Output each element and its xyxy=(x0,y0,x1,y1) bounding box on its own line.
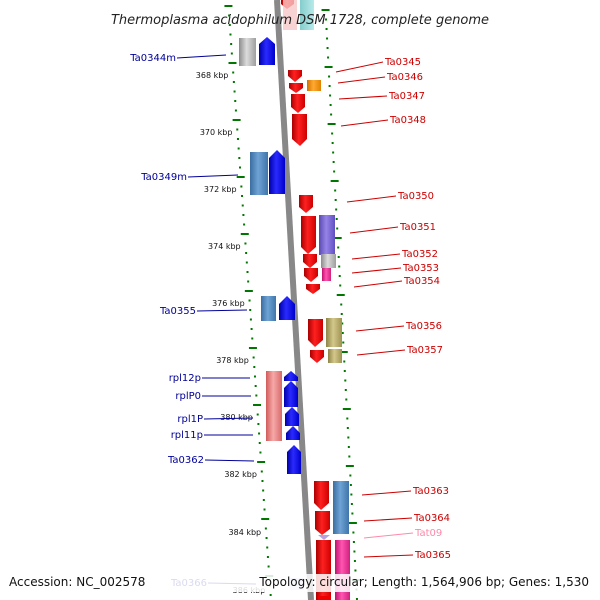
gene-rpl1p[interactable] xyxy=(285,407,299,426)
gene-ta0353-annotation[interactable] xyxy=(322,268,331,281)
right-gene-label[interactable]: Ta0345 xyxy=(384,57,421,68)
left-label-leader xyxy=(187,174,239,178)
gene-ta0357-annotation[interactable] xyxy=(328,349,342,363)
scale-tick-label: 376 kbp xyxy=(212,299,245,308)
left-label-leader xyxy=(204,459,255,462)
right-gene-label[interactable]: Ta0352 xyxy=(401,249,438,260)
gene-ta0347[interactable] xyxy=(291,94,305,113)
right-label-leader xyxy=(335,61,384,73)
right-label-leader xyxy=(363,517,413,522)
left-gene-label[interactable]: Ta0344m xyxy=(129,53,176,64)
gene-ta0356-annotation[interactable] xyxy=(326,318,342,347)
right-gene-label[interactable]: Ta0350 xyxy=(397,191,434,202)
scale-tick-label: 370 kbp xyxy=(200,128,233,137)
gene-ta0363[interactable] xyxy=(314,481,329,510)
right-gene-label[interactable]: Ta0347 xyxy=(388,91,425,102)
gene-partial-top-pink[interactable] xyxy=(283,0,297,30)
right-label-leader xyxy=(355,325,405,332)
right-gene-label[interactable]: Ta0353 xyxy=(402,263,439,274)
gene-partial-top-cyan[interactable] xyxy=(300,0,314,30)
gene-ta0353[interactable] xyxy=(304,268,318,282)
scale-tick-label: 368 kbp xyxy=(196,71,229,80)
right-label-leader xyxy=(337,76,386,84)
left-label-leader xyxy=(196,309,248,312)
scale-tick-label: 372 kbp xyxy=(204,185,237,194)
right-label-leader xyxy=(340,119,389,127)
left-label-leader xyxy=(176,54,227,59)
gene-labels: Ta0344m Ta0349m Ta0355 rpl12p rplP0 rpl1P rpl1… xyxy=(129,53,451,589)
gene-ta0351-annotation[interactable] xyxy=(319,215,335,255)
scale-tick-label: 384 kbp xyxy=(229,528,262,537)
right-gene-label[interactable]: Ta0363 xyxy=(412,486,449,497)
scale-tick-label: 380 kbp xyxy=(220,413,253,422)
left-gene-label[interactable]: rpl12p xyxy=(169,373,201,384)
gene-ta0355[interactable] xyxy=(279,296,295,320)
gene-ta0349m-annotation[interactable] xyxy=(250,152,268,195)
right-label-leader xyxy=(363,532,414,539)
footer-background xyxy=(0,574,600,592)
gene-ta0352-annotation[interactable] xyxy=(321,254,336,268)
right-gene-label[interactable]: Ta0364 xyxy=(413,513,450,524)
left-label-leader xyxy=(203,417,254,420)
right-gene-label[interactable]: Ta0365 xyxy=(414,550,451,561)
right-label-leader xyxy=(349,226,399,234)
right-gene-label[interactable]: Ta0357 xyxy=(406,345,443,356)
right-gene-label[interactable]: Ta0354 xyxy=(403,276,440,287)
left-gene-label[interactable]: rplP0 xyxy=(175,391,201,402)
gene-ta0346[interactable] xyxy=(289,83,303,93)
gene-ta0357[interactable] xyxy=(310,350,324,363)
gene-ta0350[interactable] xyxy=(299,195,313,213)
right-gene-label[interactable]: Ta0346 xyxy=(386,72,423,83)
gene-tat09[interactable] xyxy=(318,535,330,540)
gene-ta0344m-annotation[interactable] xyxy=(239,38,256,66)
gene-ta0344m[interactable] xyxy=(259,37,275,65)
genome-backbone xyxy=(274,0,314,600)
right-label-leader xyxy=(351,253,401,260)
right-label-leader xyxy=(361,490,412,496)
right-label-leader xyxy=(353,280,403,288)
right-label-leader xyxy=(338,95,388,100)
footer-summary: Topology: circular; Length: 1,564,906 bp… xyxy=(258,575,589,589)
scale-tick-label: 382 kbp xyxy=(224,470,257,479)
gene-track xyxy=(239,0,350,600)
right-label-leader xyxy=(351,267,402,274)
gene-ta0345[interactable] xyxy=(288,70,302,82)
gene-rpl11p[interactable] xyxy=(286,426,300,440)
gene-rplp0[interactable] xyxy=(284,381,298,407)
right-gene-label[interactable]: Ta0351 xyxy=(399,222,436,233)
right-label-leader xyxy=(356,349,406,356)
right-gene-label[interactable]: Ta0348 xyxy=(389,115,426,126)
left-gene-label[interactable]: Ta0349m xyxy=(140,172,187,183)
gene-ta0352[interactable] xyxy=(303,254,317,268)
left-gene-label[interactable]: rpl11p xyxy=(171,430,203,441)
left-gene-label[interactable]: rpl1P xyxy=(177,414,203,425)
gene-ta0348[interactable] xyxy=(292,114,307,146)
gene-ta0355-annotation[interactable] xyxy=(261,296,276,321)
gene-ta0349m[interactable] xyxy=(269,150,285,194)
gene-rpl-annotation[interactable] xyxy=(266,371,282,441)
gene-rpl12p[interactable] xyxy=(284,371,298,381)
gene-ta0351[interactable] xyxy=(301,216,316,254)
map-title: Thermoplasma acidophilum DSM 1728, compl… xyxy=(111,13,489,28)
scale-tick-label: 378 kbp xyxy=(216,356,249,365)
gene-ta0356[interactable] xyxy=(308,319,323,347)
gene-ta0354[interactable] xyxy=(306,284,320,294)
left-gene-label[interactable]: Ta0362 xyxy=(167,455,204,466)
scale-tick-label: 374 kbp xyxy=(208,242,241,251)
gene-ta0362[interactable] xyxy=(287,445,301,474)
gene-ta0346-annotation[interactable] xyxy=(307,80,321,91)
right-gene-label[interactable]: Ta0356 xyxy=(405,321,442,332)
footer-accession: Accession: NC_002578 xyxy=(9,575,145,589)
right-gene-label[interactable]: Tat09 xyxy=(414,528,442,539)
gene-ta0363-annotation[interactable] xyxy=(333,481,349,534)
right-label-leader xyxy=(346,195,397,203)
right-label-leader xyxy=(363,554,414,558)
gene-partial-bottom-red[interactable] xyxy=(318,596,331,600)
gene-ta0364[interactable] xyxy=(315,511,330,535)
left-gene-label[interactable]: Ta0355 xyxy=(159,306,196,317)
